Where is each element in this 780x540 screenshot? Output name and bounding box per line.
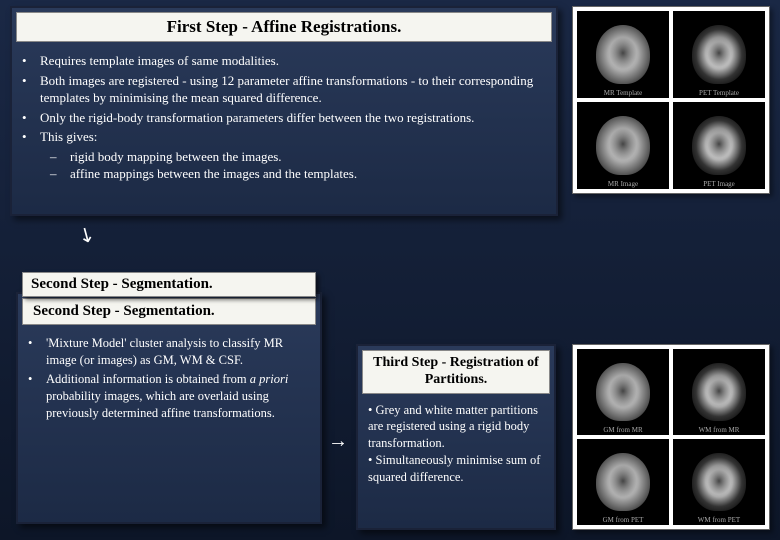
step1-box: First Step - Affine Registrations. Requi… bbox=[10, 6, 558, 216]
brain-mr-image: MR Image bbox=[577, 102, 669, 189]
arrow-2to3: → bbox=[328, 430, 348, 453]
step1-b3: Only the rigid-body transformation param… bbox=[40, 109, 474, 127]
step2-body: 'Mixture Model' cluster analysis to clas… bbox=[18, 329, 320, 433]
step1-body: Requires template images of same modalit… bbox=[12, 46, 556, 193]
arrow-1to2: ↘ bbox=[73, 219, 100, 249]
step1-d2: affine mappings between the images and t… bbox=[70, 165, 357, 183]
step2-b2: Additional information is obtained from … bbox=[46, 371, 310, 422]
step2-b1: 'Mixture Model' cluster analysis to clas… bbox=[46, 335, 310, 369]
brain-pet-template: PET Template bbox=[673, 11, 765, 98]
brain-wm-mr: WM from MR bbox=[673, 349, 765, 435]
step1-b2: Both images are registered - using 12 pa… bbox=[40, 72, 546, 107]
step1-b1: Requires template images of same modalit… bbox=[40, 52, 279, 70]
brain-gm-mr: GM from MR bbox=[577, 349, 669, 435]
step1-title: First Step - Affine Registrations. bbox=[16, 12, 552, 42]
brain-mr-template: MR Template bbox=[577, 11, 669, 98]
step1-d1: rigid body mapping between the images. bbox=[70, 148, 282, 166]
image-panel-partitions: GM from MR WM from MR GM from PET WM fro… bbox=[572, 344, 770, 530]
step3-p2: • Simultaneously minimise sum of squared… bbox=[368, 452, 544, 486]
step3-title: Third Step - Registration of Partitions. bbox=[362, 350, 550, 394]
brain-wm-pet: WM from PET bbox=[673, 439, 765, 525]
step2-title: Second Step - Segmentation. bbox=[22, 298, 316, 325]
brain-gm-pet: GM from PET bbox=[577, 439, 669, 525]
step3-p1: • Grey and white matter partitions are r… bbox=[368, 402, 544, 453]
brain-pet-image: PET Image bbox=[673, 102, 765, 189]
step2-title-bar: Second Step - Segmentation. bbox=[22, 272, 316, 297]
image-panel-templates: MR Template PET Template MR Image PET Im… bbox=[572, 6, 770, 194]
step3-box: Third Step - Registration of Partitions.… bbox=[356, 344, 556, 530]
step1-b4: This gives: bbox=[40, 128, 97, 146]
step3-body: • Grey and white matter partitions are r… bbox=[358, 398, 554, 496]
step2-box: Second Step - Segmentation. 'Mixture Mod… bbox=[16, 292, 322, 524]
